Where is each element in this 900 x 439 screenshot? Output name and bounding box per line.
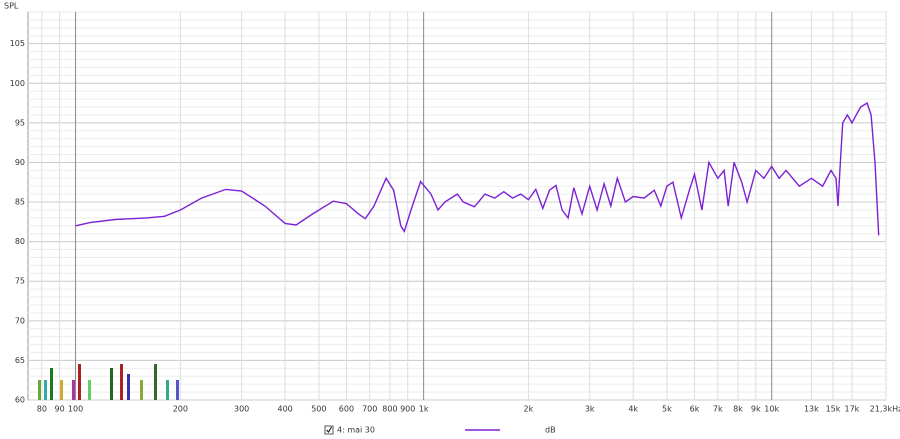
x-tick-label: 700	[362, 405, 377, 414]
y-tick-label: 95	[15, 118, 25, 127]
x-tick-label: 7k	[713, 405, 723, 414]
x-tick-label: 900	[400, 405, 415, 414]
overlay-bar	[154, 364, 157, 400]
y-tick-label: 85	[15, 198, 25, 207]
x-tick-label: 8k	[733, 405, 743, 414]
overlay-bar	[60, 380, 63, 400]
overlay-bar	[120, 364, 123, 400]
x-tick-label: 15k	[826, 405, 841, 414]
x-tick-label: 500	[311, 405, 326, 414]
x-tick-label: 4k	[628, 405, 638, 414]
x-tick-label: 600	[339, 405, 354, 414]
legend-label: 4: mai 30	[337, 426, 375, 435]
y-axis-label: SPL	[4, 2, 19, 11]
x-tick-label: 9k	[751, 405, 761, 414]
x-tick-label: 400	[277, 405, 292, 414]
check-mark	[326, 426, 333, 433]
x-tick-label: 17k	[845, 405, 860, 414]
plot-area	[27, 11, 887, 401]
legend-checkbox[interactable]	[324, 425, 334, 435]
x-tick-label: 6k	[690, 405, 700, 414]
x-tick-label: 10k	[764, 405, 779, 414]
x-tick-label: 200	[173, 405, 188, 414]
overlay-bar	[88, 380, 91, 400]
x-tick-label: 90	[55, 405, 65, 414]
overlay-bar	[176, 380, 179, 400]
x-tick-label: 800	[382, 405, 397, 414]
x-tick-label: 100	[68, 405, 83, 414]
y-tick-label: 80	[15, 237, 25, 246]
y-tick-label: 105	[10, 39, 25, 48]
y-tick-label: 70	[15, 316, 25, 325]
y-tick-label: 100	[10, 79, 25, 88]
x-tick-label: 3k	[585, 405, 595, 414]
legend-unit: dB	[545, 426, 556, 435]
overlay-bar	[127, 374, 130, 400]
overlay-bar	[38, 380, 41, 400]
x-tick-label: 80	[37, 405, 47, 414]
y-tick-label: 90	[15, 158, 25, 167]
y-tick-label: 65	[15, 356, 25, 365]
overlay-bar	[44, 380, 47, 400]
series-line	[75, 102, 880, 236]
x-tick-label: 13k	[804, 405, 819, 414]
x-tick-label: 21,3kHz	[870, 405, 900, 414]
overlay-bar	[110, 368, 113, 400]
y-tick-label: 60	[15, 396, 25, 405]
overlay-bar	[140, 380, 143, 400]
y-tick-label: 75	[15, 277, 25, 286]
overlay-bars	[38, 364, 179, 400]
overlay-bar	[50, 368, 53, 400]
x-tick-label: 2k	[524, 405, 534, 414]
x-tick-label: 1k	[419, 405, 429, 414]
x-tick-label: 300	[234, 405, 249, 414]
overlay-bar	[166, 380, 169, 400]
overlay-bar	[72, 380, 75, 400]
x-tick-label: 5k	[662, 405, 672, 414]
overlay-bar	[78, 364, 81, 400]
